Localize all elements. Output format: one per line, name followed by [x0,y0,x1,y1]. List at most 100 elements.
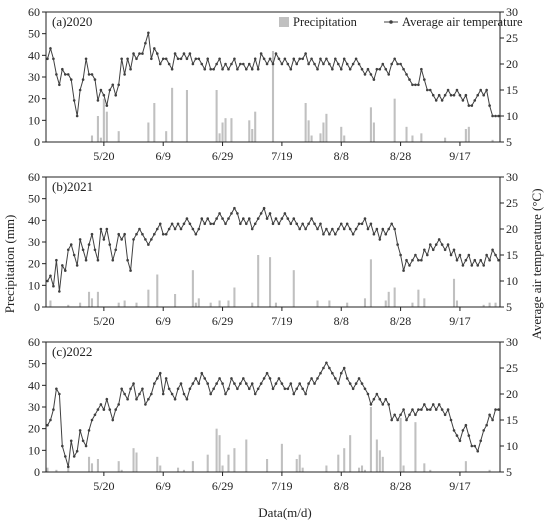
temperature-point [46,423,49,427]
temperature-point [363,387,367,391]
temperature-point [87,429,91,432]
temperature-point [286,387,290,391]
temperature-point [150,392,153,396]
temperature-point [256,67,260,71]
x-tick-label: 7/19 [271,149,292,163]
temperature-point [428,408,432,411]
temperature-point [153,382,156,385]
temperature-point [84,258,88,262]
temperature-point [402,408,405,411]
y-left-tick-label: 10 [28,113,40,127]
temperature-point [393,57,396,61]
temperature-point [417,83,420,87]
temperature-point [253,392,257,396]
temperature-point [206,57,210,61]
precip-bar [393,287,396,307]
precip-bar [215,90,218,142]
y-right-tick-label: 5 [506,300,512,314]
precip-bar [221,465,224,472]
temperature-point [78,238,82,241]
temperature-point [345,377,349,380]
x-tick-label: 7/19 [271,314,292,328]
temperature-point [173,397,177,401]
temperature-point [179,227,183,231]
temperature-point [271,62,275,66]
temperature-point [431,93,435,97]
temperature-point [322,232,325,236]
precip-bar [363,298,367,307]
temperature-point [155,52,159,55]
temperature-point [75,114,79,118]
precip-bar [102,98,105,142]
temperature-point [259,382,263,385]
precip-bar [411,135,414,142]
temperature-point [357,62,361,66]
y-left-tick-label: 50 [28,192,40,206]
temperature-point [105,104,109,107]
precip-bar [369,107,372,142]
precip-bar [67,304,70,307]
precip-bar [147,289,150,307]
x-tick-label: 5/20 [93,479,114,493]
y-right-tick-label: 25 [506,196,518,210]
temperature-point [61,264,64,267]
temperature-point [396,62,399,66]
temperature-point [188,387,192,391]
precip-bar [298,454,301,472]
temperature-point [402,269,405,272]
precip-bar [257,255,260,307]
precip-bar [221,122,224,142]
precip-bar [67,465,70,472]
legend-swatch-temperature-marker [389,20,393,24]
temperature-line [47,361,499,467]
temperature-point [345,222,349,226]
temperature-point [280,382,284,385]
temperature-point [81,248,85,252]
temperature-point [366,67,370,71]
temperature-point [215,382,218,385]
temperature-point [497,258,500,262]
temperature-point [200,217,204,220]
temperature-point [141,52,144,55]
temperature-point [331,227,334,231]
temperature-point [304,392,307,396]
temperature-point [423,78,426,81]
temperature-point [280,217,284,220]
temperature-point [431,403,435,406]
temperature-point [479,439,483,443]
precip-bar [271,51,275,142]
temperature-point [69,78,73,81]
temperature-point [46,57,49,61]
temperature-point [135,397,138,401]
precip-bar [417,289,420,307]
y-left-tick-label: 20 [28,422,40,436]
temperature-point [96,408,100,411]
temperature-point [325,361,328,365]
temperature-point [437,403,441,406]
temperature-point [446,243,450,246]
y-left-tick-label: 10 [28,443,40,457]
temperature-point [227,217,230,220]
temperature-point [265,217,269,220]
temperature-point [191,227,195,231]
temperature-point [408,264,411,267]
temperature-point [194,377,198,380]
temperature-point [167,62,171,66]
precip-bar [429,469,432,472]
temperature-point [393,227,396,231]
temperature-point [58,83,61,87]
temperature-point [298,382,302,385]
temperature-point [75,264,79,267]
temperature-point [120,57,123,61]
temperature-point [449,253,453,257]
temperature-point [280,62,284,66]
temperature-point [295,387,299,391]
precip-bar [387,291,390,307]
y-left-label: Precipitation (mm) [2,215,17,314]
temperature-point [150,238,153,241]
temperature-point [461,99,465,102]
precip-bar [455,300,459,307]
temperature-point [351,232,355,236]
temperature-point [227,387,230,391]
